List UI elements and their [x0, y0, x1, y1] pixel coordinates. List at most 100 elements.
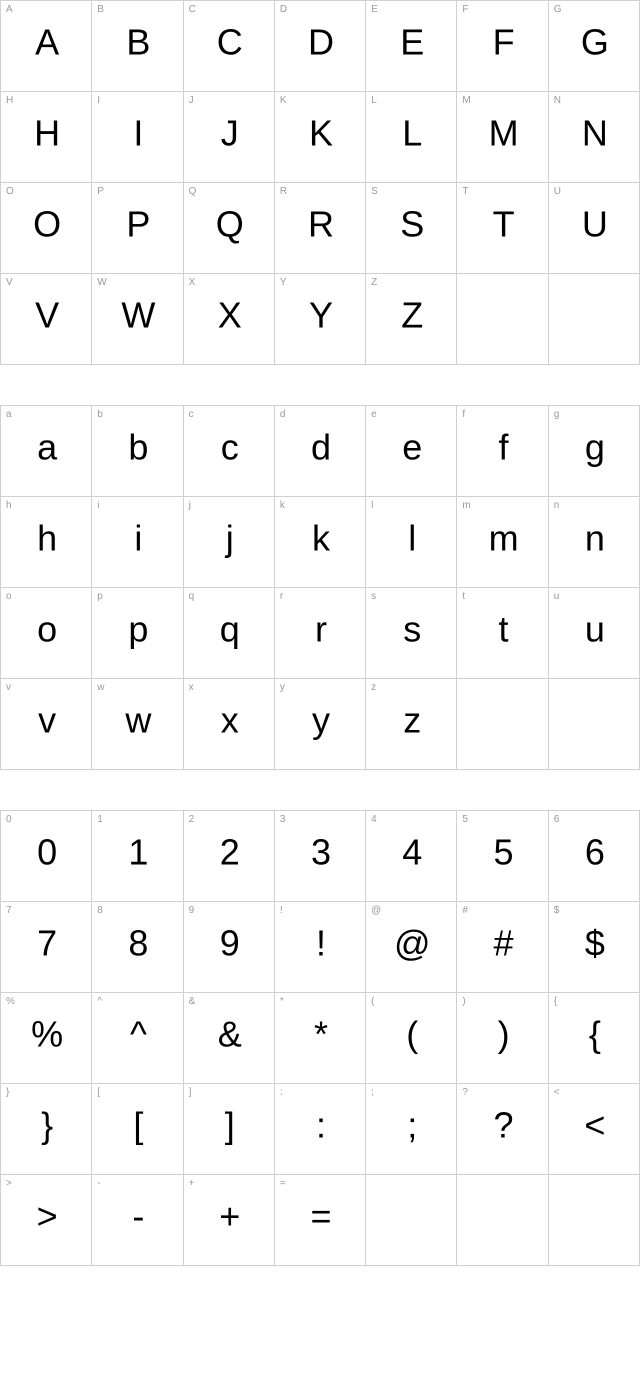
glyph-label: ! [280, 905, 283, 916]
glyph-display: h [37, 518, 55, 560]
glyph-cell: tt [457, 588, 548, 679]
glyph-label: o [6, 591, 12, 602]
glyph-label: m [462, 500, 470, 511]
glyph-label: t [462, 591, 465, 602]
glyph-label: L [371, 95, 377, 106]
glyph-display: Q [216, 204, 242, 246]
glyph-display: R [308, 204, 332, 246]
glyph-label: f [462, 409, 465, 420]
glyph-label: 4 [371, 814, 377, 825]
character-map: AABBCCDDEEFFGGHHIIJJKKLLMMNNOOPPQQRRSSTT… [0, 0, 640, 1266]
glyph-display: 0 [37, 832, 55, 874]
glyph-display: e [402, 427, 420, 469]
glyph-cell: AA [1, 1, 92, 92]
glyph-label: k [280, 500, 285, 511]
glyph-display: Y [309, 295, 331, 337]
glyph-cell: LL [366, 92, 457, 183]
glyph-display: < [584, 1105, 603, 1147]
glyph-display: ! [316, 923, 324, 965]
glyph-cell: ** [275, 993, 366, 1084]
glyph-cell: -- [92, 1175, 183, 1266]
glyph-display: c [221, 427, 237, 469]
glyph-label: % [6, 996, 15, 1007]
glyph-cell: hh [1, 497, 92, 588]
glyph-label: Q [189, 186, 197, 197]
glyph-display: j [226, 518, 232, 560]
glyph-cell: ]] [184, 1084, 275, 1175]
glyph-cell: zz [366, 679, 457, 770]
glyph-display: ? [494, 1105, 512, 1147]
glyph-display: g [585, 427, 603, 469]
glyph-cell: 55 [457, 811, 548, 902]
glyph-cell: kk [275, 497, 366, 588]
glyph-label: H [6, 95, 13, 106]
glyph-display: y [312, 700, 328, 742]
glyph-display: v [38, 700, 54, 742]
glyph-display: @ [394, 923, 429, 965]
glyph-label: e [371, 409, 377, 420]
glyph-cell: $$ [549, 902, 640, 993]
glyph-display: ) [498, 1014, 508, 1056]
glyph-label: ( [371, 996, 374, 1007]
empty-cell [366, 1175, 457, 1266]
glyph-cell: cc [184, 406, 275, 497]
glyph-display: & [218, 1014, 240, 1056]
glyph-label: S [371, 186, 378, 197]
glyph-cell: PP [92, 183, 183, 274]
glyph-label: C [189, 4, 196, 15]
glyph-label: & [189, 996, 196, 1007]
glyph-label: P [97, 186, 104, 197]
glyph-cell: GG [549, 1, 640, 92]
glyph-cell: == [275, 1175, 366, 1266]
glyph-cell: rr [275, 588, 366, 679]
glyph-label: A [6, 4, 13, 15]
glyph-label: x [189, 682, 194, 693]
glyph-cell: }} [1, 1084, 92, 1175]
glyph-cell: :: [275, 1084, 366, 1175]
glyph-display: J [221, 113, 237, 155]
glyph-cell: SS [366, 183, 457, 274]
glyph-label: : [280, 1087, 283, 1098]
glyph-display: f [499, 427, 507, 469]
glyph-cell: ii [92, 497, 183, 588]
glyph-label: 3 [280, 814, 286, 825]
glyph-display: q [220, 609, 238, 651]
glyph-display: 8 [128, 923, 146, 965]
glyph-cell: uu [549, 588, 640, 679]
glyph-label: - [97, 1178, 100, 1189]
glyph-label: 9 [189, 905, 195, 916]
glyph-label: V [6, 277, 13, 288]
glyph-label: * [280, 996, 284, 1007]
glyph-cell: MM [457, 92, 548, 183]
glyph-label: K [280, 95, 287, 106]
glyph-label: Z [371, 277, 377, 288]
glyph-label: 8 [97, 905, 103, 916]
glyph-label: y [280, 682, 285, 693]
glyph-cell: {{ [549, 993, 640, 1084]
glyph-display: P [126, 204, 148, 246]
glyph-display: r [315, 609, 325, 651]
glyph-cell: NN [549, 92, 640, 183]
glyph-label: W [97, 277, 106, 288]
glyph-cell: )) [457, 993, 548, 1084]
glyph-cell: BB [92, 1, 183, 92]
glyph-cell: (( [366, 993, 457, 1084]
glyph-display: l [408, 518, 414, 560]
glyph-label: a [6, 409, 12, 420]
glyph-display: - [132, 1196, 142, 1238]
glyph-label: T [462, 186, 468, 197]
glyph-display: X [218, 295, 240, 337]
glyph-display: z [403, 700, 419, 742]
glyph-label: z [371, 682, 376, 693]
glyph-label: 5 [462, 814, 468, 825]
glyph-cell: qq [184, 588, 275, 679]
glyph-display: $ [585, 923, 603, 965]
glyph-display: 9 [220, 923, 238, 965]
glyph-cell: oo [1, 588, 92, 679]
glyph-display: 4 [402, 832, 420, 874]
glyph-display: + [219, 1196, 238, 1238]
glyph-cell: !! [275, 902, 366, 993]
glyph-cell: mm [457, 497, 548, 588]
glyph-display: n [585, 518, 603, 560]
glyph-cell: 99 [184, 902, 275, 993]
